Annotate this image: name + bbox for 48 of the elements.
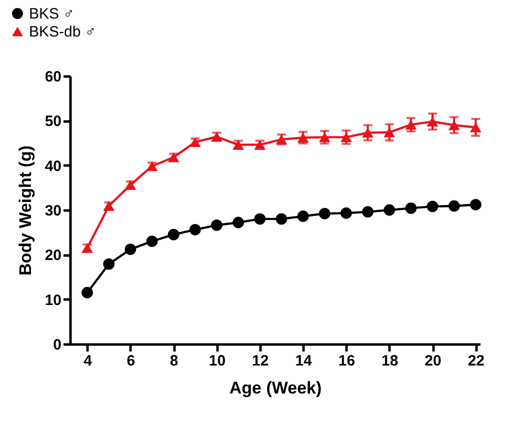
point — [211, 219, 222, 231]
point — [448, 120, 460, 130]
point — [189, 224, 201, 236]
point — [470, 122, 482, 132]
point — [276, 213, 288, 225]
point — [82, 286, 93, 298]
y-tick-label: 0 — [53, 336, 62, 354]
x-tick-label: 22 — [468, 352, 485, 370]
y-tick-label: 60 — [44, 68, 62, 86]
y-axis-title: Body Weight (g) — [16, 146, 35, 276]
y-tick-label: 50 — [44, 113, 62, 130]
point — [384, 204, 396, 216]
point — [362, 206, 374, 218]
x-tick-label: 18 — [382, 352, 398, 370]
x-tick-label: 8 — [170, 352, 178, 370]
y-tick-label: 30 — [44, 202, 62, 220]
point — [254, 213, 266, 225]
x-tick-label: 20 — [424, 352, 442, 370]
point — [426, 200, 438, 212]
y-tick-label: 40 — [44, 158, 62, 175]
point — [297, 210, 309, 222]
point — [168, 228, 180, 240]
x-axis-title: Age (Week) — [229, 378, 322, 398]
point — [318, 208, 330, 220]
point — [448, 200, 460, 212]
x-tick-label: 10 — [208, 352, 226, 370]
point — [362, 128, 374, 138]
x-tick-label: 14 — [295, 352, 313, 370]
point — [124, 244, 136, 255]
point — [384, 127, 396, 138]
point — [470, 198, 482, 210]
x-tick-label: 6 — [126, 352, 136, 370]
y-tick-label: 20 — [44, 247, 62, 264]
point — [405, 202, 417, 214]
point — [405, 120, 417, 130]
point — [318, 132, 330, 142]
x-tick-label: 12 — [252, 352, 269, 370]
point — [426, 116, 438, 126]
point — [103, 258, 115, 270]
x-tick-label: 16 — [338, 352, 356, 370]
point — [340, 207, 352, 219]
point — [146, 236, 158, 247]
point — [340, 132, 352, 142]
legend-label: BKS-db ♂ — [29, 24, 96, 40]
point — [232, 216, 244, 228]
x-tick-label: 4 — [84, 352, 93, 370]
y-tick-label: 10 — [44, 292, 62, 309]
legend-label: BKS ♂ — [29, 6, 74, 22]
